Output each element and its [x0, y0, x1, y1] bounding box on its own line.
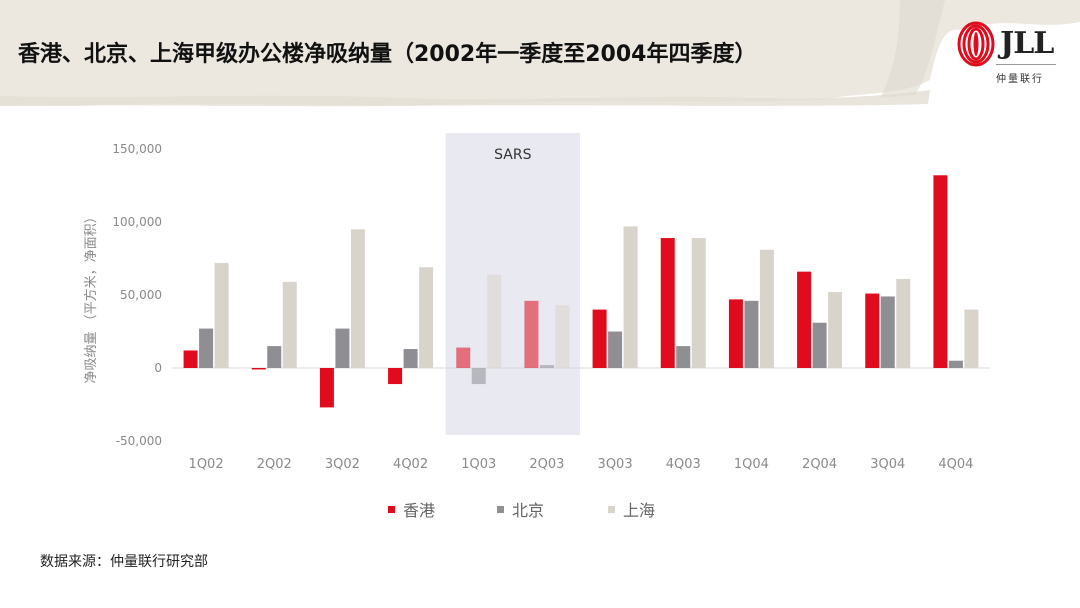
y-tick-label: 100,000	[112, 215, 162, 229]
y-tick-label: -50,000	[116, 434, 162, 448]
legend-label-beijing: 北京	[512, 501, 545, 520]
bar-1Q03-2	[487, 274, 502, 368]
bar-1Q04-1	[744, 300, 759, 368]
bar-4Q03-2	[691, 238, 706, 368]
x-tick-label: 1Q03	[461, 457, 496, 472]
bar-3Q04-0	[865, 293, 880, 368]
logo-brand-text: JLL	[1000, 26, 1054, 61]
x-tick-label: 3Q02	[325, 457, 360, 472]
logo-divider	[996, 64, 1056, 65]
bar-2Q04-1	[812, 322, 827, 368]
y-tick-label: 0	[154, 361, 162, 375]
bar-3Q02-1	[335, 328, 350, 368]
header-brush-band	[0, 0, 1080, 107]
bar-4Q02-2	[419, 267, 434, 368]
y-axis-label: 净吸纳量 （平方米，净面积）	[83, 210, 99, 383]
x-tick-label: 2Q04	[802, 457, 837, 472]
bar-2Q02-1	[267, 346, 282, 368]
x-tick-label: 4Q02	[393, 457, 428, 472]
bar-4Q04-2	[964, 309, 979, 368]
bar-2Q02-2	[282, 281, 297, 368]
bar-1Q02-2	[214, 262, 229, 368]
x-tick-label: 2Q03	[529, 457, 564, 472]
x-tick-label: 4Q04	[938, 457, 973, 472]
y-tick-label: 50,000	[120, 288, 162, 302]
legend-label-shanghai: 上海	[623, 501, 656, 520]
bar-4Q04-0	[933, 175, 948, 368]
sars-shaded-region	[445, 133, 580, 435]
bar-4Q03-1	[676, 346, 691, 368]
sars-annotation-label: SARS	[494, 147, 531, 163]
bar-2Q02-0	[251, 368, 266, 370]
bar-2Q03-1	[539, 365, 554, 368]
x-tick-label: 1Q04	[734, 457, 769, 472]
bar-1Q03-0	[456, 347, 471, 368]
legend-item-shanghai: 上海	[608, 497, 655, 521]
bar-4Q03-0	[660, 238, 675, 368]
bar-2Q04-0	[797, 271, 812, 368]
bar-3Q03-1	[608, 331, 623, 368]
bar-1Q02-1	[199, 328, 214, 368]
bar-2Q03-0	[524, 300, 539, 368]
legend-item-hongkong: 香港	[388, 497, 435, 521]
bar-3Q03-0	[592, 309, 607, 368]
bar-4Q04-1	[948, 360, 963, 368]
bar-3Q04-2	[896, 278, 911, 368]
legend-swatch-shanghai	[608, 505, 615, 513]
bar-1Q04-2	[759, 249, 774, 368]
bar-3Q03-2	[623, 226, 638, 368]
net-absorption-chart: SARS 150,000 100,000 50,000 0 -50,000 净吸纳量 （平…	[83, 133, 990, 472]
jll-logo-mark	[957, 21, 995, 67]
bar-1Q04-0	[728, 299, 743, 368]
y-tick-label: 150,000	[112, 142, 162, 156]
logo-subtitle: 仲量联行	[996, 74, 1044, 85]
legend-swatch-beijing	[497, 505, 504, 513]
x-tick-label: 1Q02	[189, 457, 224, 472]
page-title: 香港、北京、上海甲级办公楼净吸纳量（2002年一季度至2004年四季度）	[18, 42, 757, 67]
bar-2Q03-2	[555, 305, 570, 368]
legend-label-hongkong: 香港	[403, 501, 436, 520]
legend-item-beijing: 北京	[497, 497, 544, 521]
bar-3Q02-2	[350, 229, 365, 368]
data-source-note: 数据来源：仲量联行研究部	[40, 554, 208, 570]
bar-4Q02-0	[388, 368, 403, 385]
bar-1Q02-0	[183, 350, 198, 368]
bar-1Q03-1	[471, 368, 486, 385]
x-tick-label: 3Q03	[598, 457, 633, 472]
x-tick-label: 4Q03	[666, 457, 701, 472]
bar-4Q02-1	[403, 349, 418, 368]
bar-2Q04-2	[828, 292, 843, 368]
x-tick-label: 2Q02	[257, 457, 292, 472]
bar-3Q02-0	[319, 368, 334, 408]
x-tick-label: 3Q04	[870, 457, 905, 472]
legend-swatch-hongkong	[388, 505, 395, 513]
bar-3Q04-1	[880, 296, 895, 368]
